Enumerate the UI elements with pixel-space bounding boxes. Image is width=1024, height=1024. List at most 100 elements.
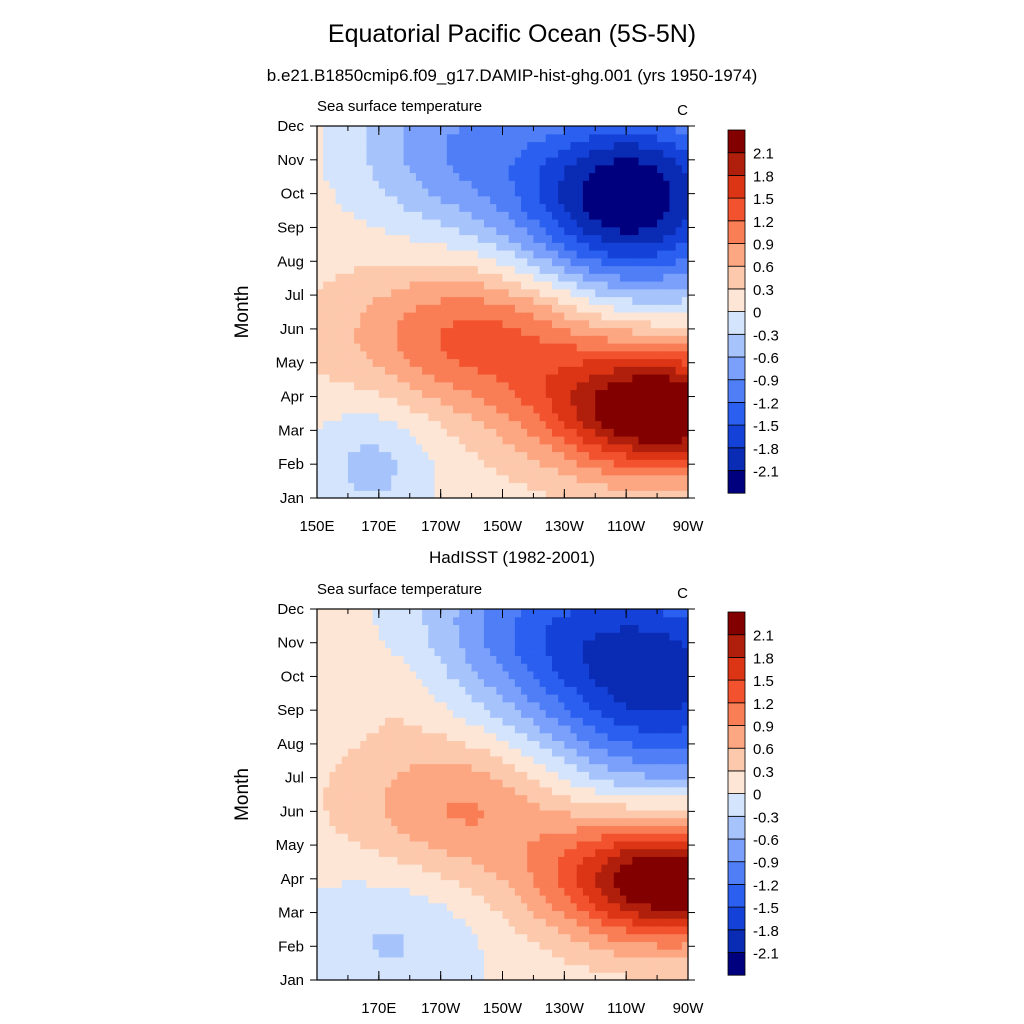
heatmap-cell xyxy=(366,490,374,499)
heatmap-cell xyxy=(490,188,497,197)
heatmap-cell xyxy=(335,624,343,633)
heatmap-cell xyxy=(496,366,504,375)
heatmap-cell xyxy=(428,848,436,857)
heatmap-cell xyxy=(372,616,380,626)
heatmap-cell xyxy=(490,265,497,274)
heatmap-cell xyxy=(397,925,405,935)
heatmap-cell xyxy=(619,172,627,181)
heatmap-cell xyxy=(558,412,565,422)
heatmap-cell xyxy=(335,366,343,375)
heatmap-cell xyxy=(533,647,541,656)
heatmap-cell xyxy=(403,350,411,360)
heatmap-cell xyxy=(471,436,479,445)
heatmap-cell xyxy=(434,709,442,718)
heatmap-cell xyxy=(434,871,442,881)
heatmap-cell xyxy=(490,670,497,680)
heatmap-cell xyxy=(422,902,429,912)
heatmap-cell xyxy=(601,219,609,228)
heatmap-cell xyxy=(428,250,436,259)
heatmap-cell xyxy=(471,887,479,896)
heatmap-cell xyxy=(619,188,627,197)
heatmap-cell xyxy=(440,141,448,150)
heatmap-cell xyxy=(533,327,541,336)
heatmap-cell xyxy=(558,319,565,329)
heatmap-cell xyxy=(391,467,398,476)
heatmap-cell xyxy=(675,343,683,352)
heatmap-cell xyxy=(551,428,559,437)
heatmap-cell xyxy=(576,358,584,367)
heatmap-cell xyxy=(440,786,448,796)
heatmap-cell xyxy=(354,864,361,873)
heatmap-cell xyxy=(663,443,671,453)
heatmap-cell xyxy=(496,180,504,189)
heatmap-cell xyxy=(422,149,429,158)
heatmap-cell xyxy=(317,164,324,174)
heatmap-cell xyxy=(601,467,609,476)
heatmap-cell xyxy=(422,864,429,873)
heatmap-cell xyxy=(372,794,380,803)
heatmap-cell xyxy=(453,428,460,437)
heatmap-cell xyxy=(471,482,479,491)
heatmap-cell xyxy=(354,467,361,476)
heatmap-cell xyxy=(669,312,677,321)
heatmap-cell xyxy=(551,234,559,243)
heatmap-cell xyxy=(675,164,683,174)
heatmap-cell xyxy=(317,250,324,259)
heatmap-cell xyxy=(471,397,479,406)
heatmap-cell xyxy=(446,257,454,267)
heatmap-cell xyxy=(397,632,405,641)
heatmap-cell xyxy=(372,211,380,220)
heatmap-cell xyxy=(527,273,535,282)
heatmap-cell xyxy=(638,312,646,321)
heatmap-cell xyxy=(644,234,652,243)
heatmap-cell xyxy=(465,226,473,236)
heatmap-cell xyxy=(385,381,392,391)
heatmap-cell xyxy=(360,910,368,919)
heatmap-cell xyxy=(545,694,553,703)
heatmap-cell xyxy=(533,319,541,329)
heatmap-cell xyxy=(502,639,510,649)
heatmap-cell xyxy=(564,312,572,321)
heatmap-cell xyxy=(341,412,349,422)
heatmap-cell xyxy=(558,902,565,912)
heatmap-cell xyxy=(471,809,479,819)
heatmap-cell xyxy=(440,763,448,772)
heatmap-cell xyxy=(459,420,466,429)
heatmap-cell xyxy=(527,219,535,228)
heatmap-cell xyxy=(613,211,621,220)
heatmap-cell xyxy=(545,443,553,453)
heatmap-cell xyxy=(539,304,547,313)
heatmap-cell xyxy=(317,856,324,865)
heatmap-cell xyxy=(527,428,535,437)
heatmap-cell xyxy=(323,616,330,626)
heatmap-cell xyxy=(490,639,497,649)
heatmap-cell xyxy=(415,195,423,205)
heatmap-cell xyxy=(589,443,596,453)
heatmap-cell xyxy=(539,624,547,633)
heatmap-cell xyxy=(446,655,454,664)
heatmap-cell xyxy=(465,203,473,212)
heatmap-cell xyxy=(551,420,559,429)
heatmap-cell xyxy=(317,663,324,672)
heatmap-cell xyxy=(502,709,510,718)
heatmap-cell xyxy=(589,180,596,189)
heatmap-cell xyxy=(502,459,510,468)
heatmap-cell xyxy=(409,482,417,491)
heatmap-cell xyxy=(335,126,343,135)
heatmap-cell xyxy=(415,632,423,641)
heatmap-cell xyxy=(483,809,491,819)
heatmap-cell xyxy=(434,126,442,135)
heatmap-cell xyxy=(551,157,559,166)
heatmap-cell xyxy=(391,149,398,158)
heatmap-cell xyxy=(502,825,510,834)
heatmap-cell xyxy=(564,482,572,491)
heatmap-cell xyxy=(422,374,429,383)
heatmap-cell xyxy=(657,312,664,321)
heatmap-cell xyxy=(341,157,349,166)
heatmap-cell xyxy=(527,894,535,904)
heatmap-cell xyxy=(378,451,386,460)
heatmap-cell xyxy=(539,925,547,935)
heatmap-cell xyxy=(354,833,361,842)
heatmap-cell xyxy=(502,933,510,942)
heatmap-cell xyxy=(329,809,337,819)
